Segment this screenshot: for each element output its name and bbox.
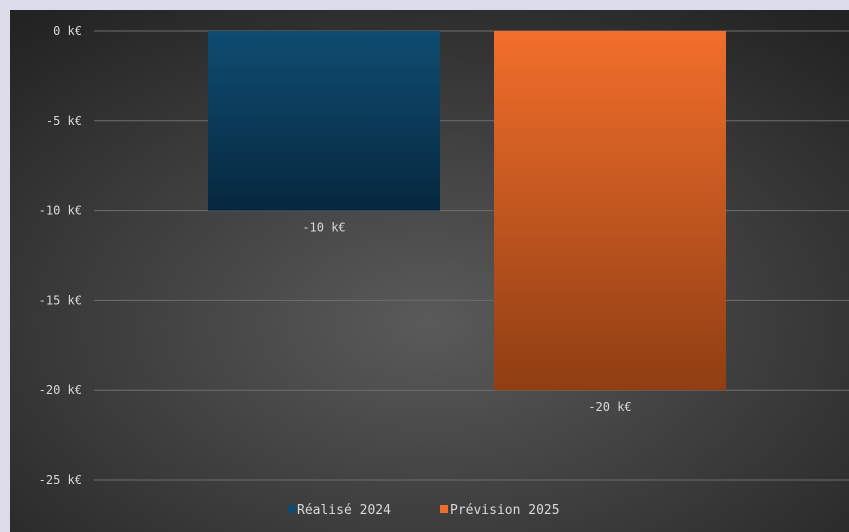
data-label: -20 k€ <box>588 400 631 414</box>
data-label: -10 k€ <box>302 221 345 235</box>
y-axis-ticks: 0 k€ -5 k€ -10 k€ -15 k€ -20 k€ -25 k€ <box>39 24 82 487</box>
y-tick-label: -5 k€ <box>46 114 82 128</box>
data-labels: -10 k€ -20 k€ <box>302 221 631 415</box>
bar-chart: 0 k€ -5 k€ -10 k€ -15 k€ -20 k€ -25 k€ -10 k€… <box>10 10 849 532</box>
y-tick-label: -15 k€ <box>39 293 82 307</box>
legend-swatch <box>287 505 295 513</box>
chart-frame: 0 k€ -5 k€ -10 k€ -15 k€ -20 k€ -25 k€ -10 k€… <box>10 10 849 532</box>
y-tick-label: -10 k€ <box>39 204 82 218</box>
y-tick-label: -20 k€ <box>39 383 82 397</box>
bar-prevision-2025 <box>494 31 726 391</box>
y-tick-label: -25 k€ <box>39 473 82 487</box>
y-tick-label: 0 k€ <box>53 24 82 38</box>
legend: Réalisé 2024 Prévision 2025 <box>287 503 560 518</box>
bar-realise-2024 <box>208 31 440 211</box>
bars <box>208 31 726 391</box>
legend-label: Réalisé 2024 <box>297 503 391 518</box>
legend-swatch <box>440 505 448 513</box>
legend-label: Prévision 2025 <box>450 503 560 518</box>
